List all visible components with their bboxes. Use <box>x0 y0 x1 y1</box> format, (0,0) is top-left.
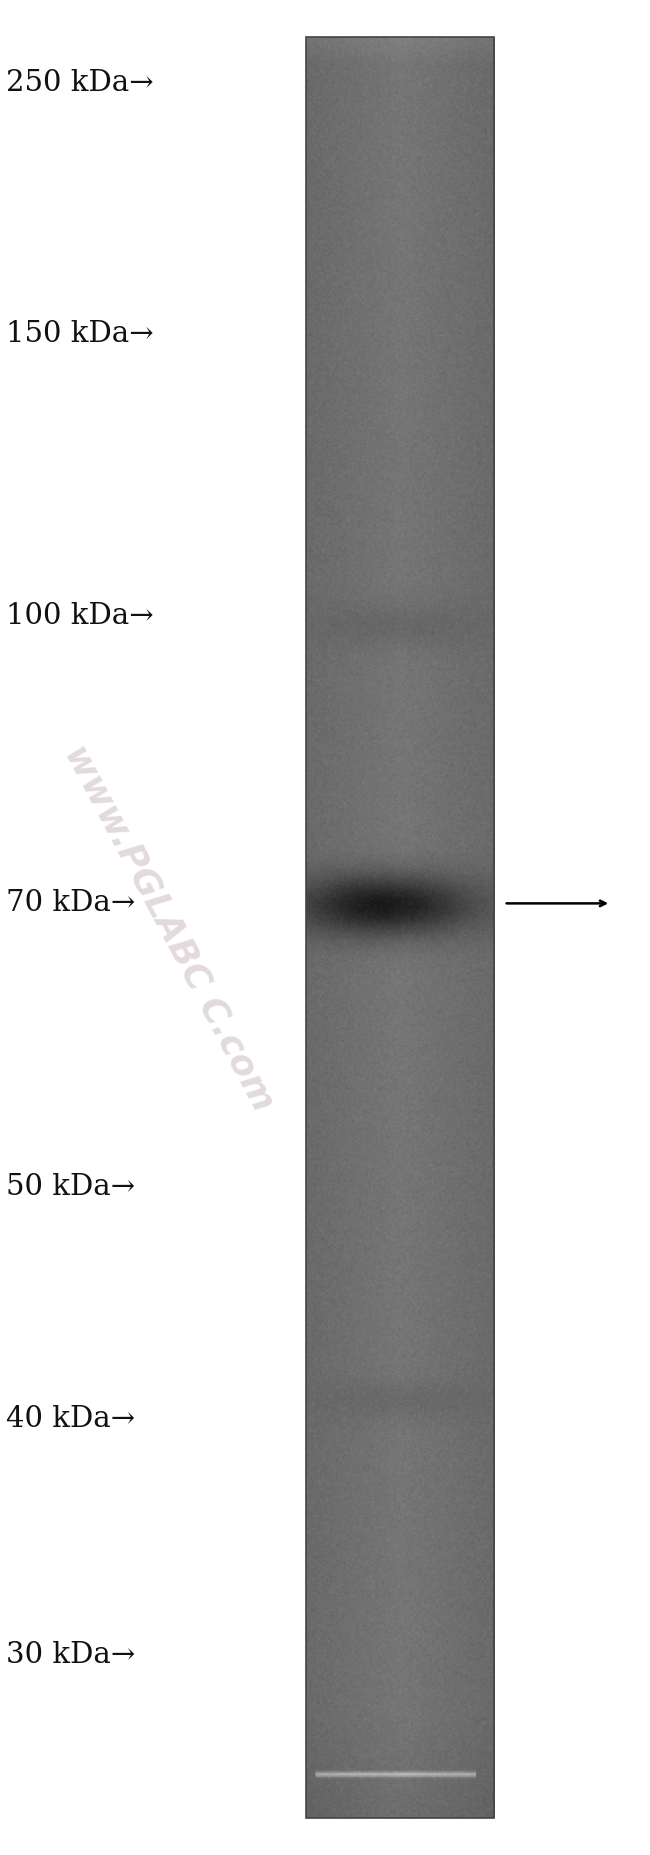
Text: 30 kDa→: 30 kDa→ <box>6 1640 136 1670</box>
Text: 40 kDa→: 40 kDa→ <box>6 1404 136 1434</box>
Text: 50 kDa→: 50 kDa→ <box>6 1172 136 1202</box>
Text: www.PGLABC C.com: www.PGLABC C.com <box>58 738 280 1117</box>
Text: 100 kDa→: 100 kDa→ <box>6 601 154 631</box>
Text: 250 kDa→: 250 kDa→ <box>6 69 154 98</box>
Bar <box>306 37 494 1818</box>
Text: 70 kDa→: 70 kDa→ <box>6 889 136 918</box>
Text: 150 kDa→: 150 kDa→ <box>6 319 154 349</box>
